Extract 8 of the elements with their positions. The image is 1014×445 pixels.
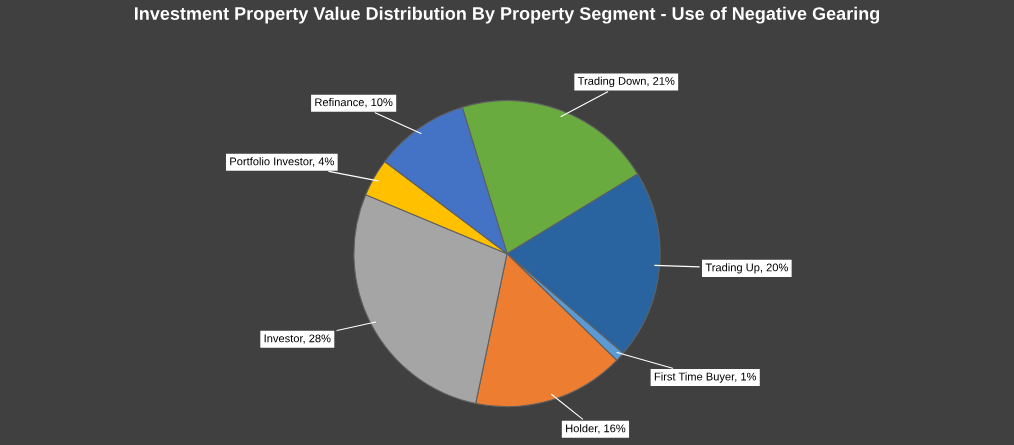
slice-label: First Time Buyer, 1% [654,372,757,383]
slice-label: Trading Up, 20% [705,263,788,274]
chart-title: Investment Property Value Distribution By Property Segment - Use of Negative Gearing [134,6,880,24]
slice-label: Portfolio Investor, 4% [230,157,334,167]
slice-label: Investor, 28% [264,334,331,344]
slice-label: Refinance, 10% [315,98,393,108]
slice-label: Trading Down, 21% [577,76,675,88]
slice-label: Holder, 16% [566,424,626,434]
